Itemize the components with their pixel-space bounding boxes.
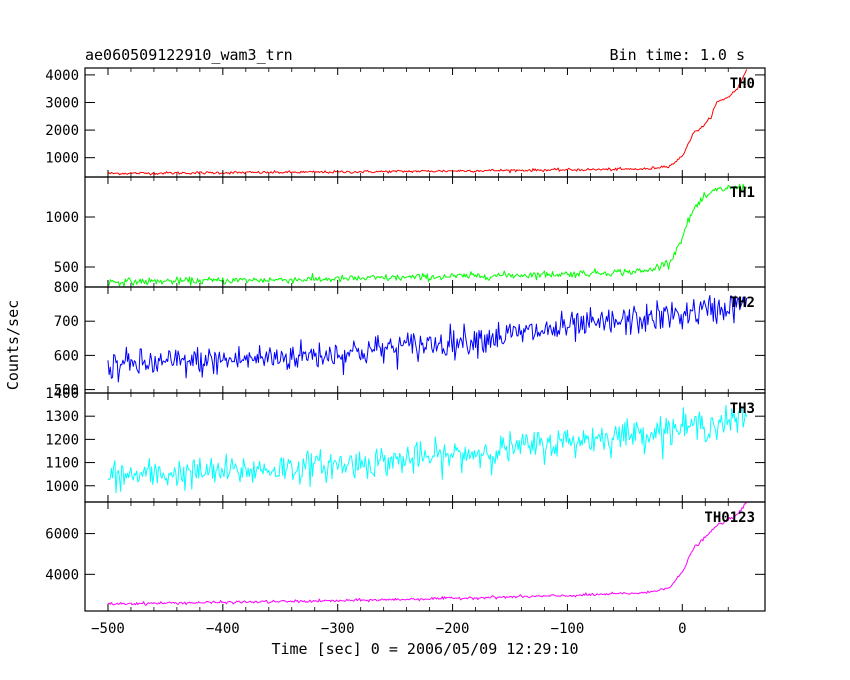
y-axis-title: Counts/sec xyxy=(4,300,22,390)
series-line-th0 xyxy=(107,69,748,176)
y-tick-label: 2000 xyxy=(45,123,79,139)
panel-label-th0123: TH0123 xyxy=(704,510,755,526)
y-tick-label: 1300 xyxy=(45,409,79,425)
series-line-th0123 xyxy=(107,502,747,606)
series-line-th2 xyxy=(107,294,748,383)
panel-label-th3: TH3 xyxy=(730,401,755,417)
panel-frame xyxy=(84,501,766,612)
panel-th0: 1000 2000 3000 4000 TH0 xyxy=(45,67,766,178)
y-tick-label: 600 xyxy=(54,348,79,364)
y-tick-label: 4000 xyxy=(45,68,79,84)
y-tick-label: 700 xyxy=(54,314,79,330)
y-tick-label: 4000 xyxy=(45,567,79,583)
chart-title: ae060509122910_wam3_trn xyxy=(85,46,293,64)
y-tick-label: 500 xyxy=(54,260,79,276)
y-tick-label: 1200 xyxy=(45,432,79,448)
panel-th1: 500 1000 TH1 xyxy=(45,176,766,288)
panel-frame xyxy=(84,176,766,288)
y-tick-label: 6000 xyxy=(45,527,79,543)
y-tick-label: 500 xyxy=(54,383,79,399)
y-tick-label: 800 xyxy=(54,280,79,296)
y-tick-label: 1400 xyxy=(45,386,79,402)
panels-group: 1000 2000 3000 4000 TH0 500 1000 TH1 500 600 700 80… xyxy=(45,67,766,637)
panel-label-th0: TH0 xyxy=(730,76,755,92)
panel-frame xyxy=(84,67,766,178)
panel-th2: 500 600 700 800 TH2 xyxy=(54,280,766,399)
bin-time-label: Bin time: 1.0 s xyxy=(610,46,745,64)
series-line-th3 xyxy=(107,404,748,494)
panel-frame xyxy=(84,286,766,394)
panel-th0123: 4000 6000 TH0123 xyxy=(45,501,766,612)
panel-th3: 1000 1100 1200 1300 1400 TH3 xyxy=(45,386,766,503)
panel-label-th1: TH1 xyxy=(730,185,755,201)
y-tick-label: 1000 xyxy=(45,479,79,495)
y-tick-label: 3000 xyxy=(45,95,79,111)
y-tick-label: 1000 xyxy=(45,151,79,167)
panel-label-th2: TH2 xyxy=(730,295,755,311)
x-tick-label: −400 xyxy=(206,621,240,637)
x-tick-label: −500 xyxy=(91,621,125,637)
x-tick-label: 0 xyxy=(678,621,686,637)
x-tick-label: −300 xyxy=(321,621,355,637)
x-axis-title: Time [sec] 0 = 2006/05/09 12:29:10 xyxy=(271,640,578,658)
x-tick-label: −200 xyxy=(436,621,470,637)
series-line-th1 xyxy=(107,183,747,288)
y-tick-label: 1000 xyxy=(45,210,79,226)
x-tick-label: −100 xyxy=(551,621,585,637)
y-tick-label: 1100 xyxy=(45,456,79,472)
